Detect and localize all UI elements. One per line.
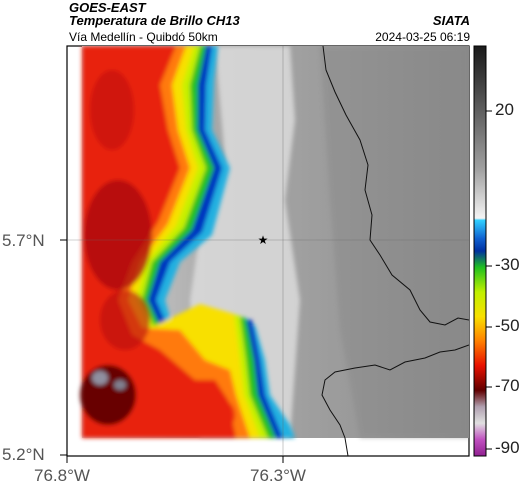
colorbar-label: -30 <box>495 255 520 274</box>
satellite-imagery <box>80 46 469 438</box>
brand-label: SIATA <box>432 13 470 28</box>
lon-tick-label: 76.3°W <box>250 466 306 485</box>
lat-tick-label: 5.2°N <box>2 445 45 464</box>
colorbar-label: -50 <box>495 316 520 335</box>
lat-tick-label: 5.7°N <box>2 231 45 250</box>
colorbar-label: -90 <box>495 438 520 457</box>
star-marker-icon: ★ <box>258 233 269 247</box>
colorbar-label: -70 <box>495 376 520 395</box>
timestamp-label: 2024-03-25 06:19 <box>375 30 470 44</box>
boundary-line <box>321 344 469 456</box>
title-satellite: GOES-EAST <box>69 0 146 15</box>
lon-tick-label: 76.8°W <box>34 466 90 485</box>
colorbar <box>473 45 487 457</box>
title-location: Vía Medellín - Quibdó 50km <box>69 30 218 44</box>
colorbar-label: 20 <box>495 100 514 119</box>
boundary-line <box>322 46 469 326</box>
title-product: Temperatura de Brillo CH13 <box>69 13 240 28</box>
